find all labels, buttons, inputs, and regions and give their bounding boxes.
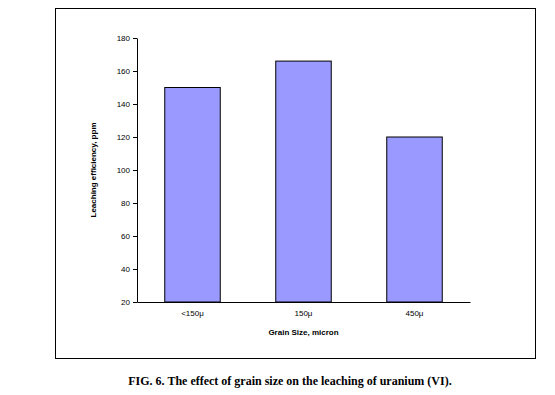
bar bbox=[276, 61, 332, 302]
y-tick: 40 bbox=[121, 265, 137, 274]
y-tick-label: 40 bbox=[121, 265, 130, 274]
y-tick-mark bbox=[133, 236, 137, 237]
y-tick-mark bbox=[133, 203, 137, 204]
y-tick: 60 bbox=[121, 232, 137, 241]
y-tick-mark bbox=[133, 104, 137, 105]
x-tick-label: 150μ bbox=[295, 309, 313, 318]
y-tick-label: 160 bbox=[117, 67, 131, 76]
y-tick: 180 bbox=[117, 34, 137, 43]
y-axis-title: Leaching efficiency, ppm bbox=[89, 123, 98, 218]
y-tick-label: 20 bbox=[121, 298, 130, 307]
y-tick-mark bbox=[133, 170, 137, 171]
y-tick: 140 bbox=[117, 100, 137, 109]
y-tick-label: 80 bbox=[121, 199, 130, 208]
y-tick: 80 bbox=[121, 199, 137, 208]
y-tick-mark bbox=[133, 302, 137, 303]
y-tick-mark bbox=[133, 71, 137, 72]
x-axis-title: Grain Size, micron bbox=[268, 328, 338, 337]
y-tick-label: 120 bbox=[117, 133, 131, 142]
x-tick-label: 450μ bbox=[406, 309, 424, 318]
y-tick: 20 bbox=[121, 298, 137, 307]
title: FIG. 6. The effect of grain size on the … bbox=[128, 374, 451, 388]
y-tick-label: 60 bbox=[121, 232, 130, 241]
y-tick: 100 bbox=[117, 166, 137, 175]
x-tick: <150μ bbox=[181, 302, 204, 318]
y-tick: 120 bbox=[117, 133, 137, 142]
y-axis: 20 40 60 80 100 120 140 160 180 bbox=[117, 34, 138, 307]
x-axis-line bbox=[138, 302, 471, 303]
y-axis-line bbox=[137, 39, 138, 303]
x-tick: 150μ bbox=[295, 302, 313, 318]
y-tick-label: 180 bbox=[117, 34, 131, 43]
bar bbox=[165, 88, 221, 303]
y-tick-label: 140 bbox=[117, 100, 131, 109]
x-tick-label: <150μ bbox=[181, 309, 204, 318]
bar bbox=[387, 137, 443, 302]
x-axis: <150μ 150μ 450μ bbox=[138, 302, 471, 318]
x-tick: 450μ bbox=[406, 302, 424, 318]
y-tick-mark bbox=[133, 38, 137, 39]
y-tick: 160 bbox=[117, 67, 137, 76]
bars bbox=[165, 61, 443, 302]
y-tick-mark bbox=[133, 269, 137, 270]
chart: 20 40 60 80 100 120 140 160 180 <150μ 150μ 450μ Grai… bbox=[0, 0, 555, 395]
y-tick-mark bbox=[133, 137, 137, 138]
chart-frame bbox=[56, 9, 536, 359]
y-tick-label: 100 bbox=[117, 166, 131, 175]
